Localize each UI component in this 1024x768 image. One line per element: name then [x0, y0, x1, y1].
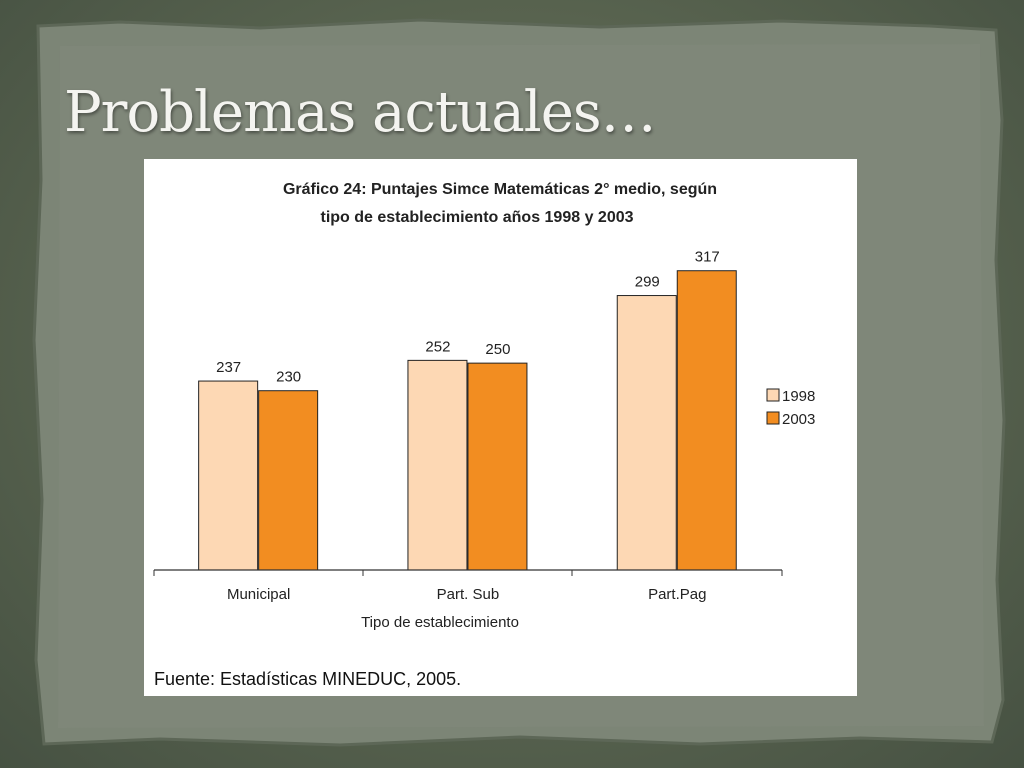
data-label: 299 — [635, 274, 660, 291]
chart-title-line-1: Gráfico 24: Puntajes Simce Matemáticas 2… — [283, 181, 717, 198]
legend-swatch-1998 — [766, 388, 780, 402]
bar-1998-part-pag — [616, 295, 677, 571]
data-label: 230 — [276, 369, 301, 386]
bar-2003-part-sub — [467, 362, 528, 571]
x-axis-title: Tipo de establecimiento — [361, 614, 519, 631]
legend-label-1998: 1998 — [782, 388, 815, 405]
slide-title: Problemas actuales… — [64, 80, 657, 145]
bar-chart: Gráfico 24: Puntajes Simce Matemáticas 2… — [153, 181, 815, 689]
bar-1998-municipal — [198, 380, 259, 571]
legend-label-2003: 2003 — [782, 411, 815, 428]
x-tick-label: Part.Pag — [648, 586, 706, 603]
x-tick-label: Municipal — [227, 586, 290, 603]
bar-2003-part-pag — [676, 270, 737, 571]
data-label: 250 — [485, 341, 510, 358]
legend-swatch-2003 — [766, 411, 780, 425]
chart-title-line-2: tipo de establecimiento años 1998 y 2003 — [320, 209, 633, 226]
chart-panel: Gráfico 24: Puntajes Simce Matemáticas 2… — [144, 159, 857, 696]
data-label: 317 — [695, 249, 720, 266]
data-label: 237 — [216, 359, 241, 376]
bar-2003-municipal — [258, 390, 319, 571]
bar-1998-part-sub — [407, 359, 468, 571]
data-label: 252 — [425, 338, 450, 355]
x-tick-label: Part. Sub — [437, 586, 500, 603]
source-note: Fuente: Estadísticas MINEDUC, 2005. — [154, 669, 461, 689]
